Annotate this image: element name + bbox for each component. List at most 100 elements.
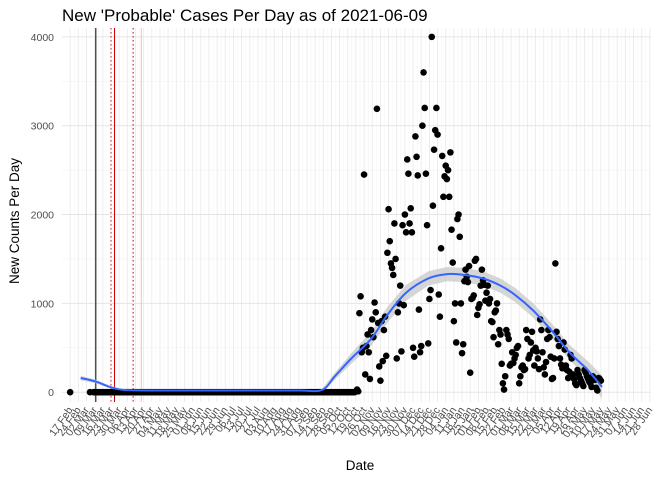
data-point (393, 355, 401, 362)
data-point (401, 211, 409, 218)
data-point (365, 348, 373, 356)
data-point (409, 344, 417, 352)
y-axis-tick-labels: 0 1000 2000 3000 4000 (31, 32, 55, 399)
data-point (470, 292, 478, 299)
data-point (497, 331, 504, 338)
data-point (564, 374, 572, 382)
data-point (396, 282, 404, 289)
data-point (406, 220, 413, 227)
data-point (483, 289, 490, 297)
data-point (367, 326, 375, 334)
data-point (440, 193, 447, 201)
data-point (534, 355, 542, 362)
data-point (398, 348, 405, 355)
data-point (550, 355, 558, 362)
data-point (546, 333, 553, 341)
data-point (522, 326, 530, 334)
data-point (448, 226, 455, 233)
data-point (423, 221, 431, 229)
data-point (452, 339, 460, 346)
data-point (437, 245, 445, 252)
data-point (500, 386, 508, 393)
data-point (408, 229, 416, 236)
y-tick-label: 4000 (31, 32, 55, 44)
data-point (450, 317, 458, 325)
smooth-confidence-band (80, 267, 602, 399)
data-point (501, 372, 509, 380)
data-point (429, 202, 437, 209)
data-point (478, 266, 486, 273)
data-point (375, 363, 383, 370)
data-point (405, 170, 412, 177)
data-point (433, 104, 440, 112)
data-point (403, 156, 411, 163)
data-point (436, 313, 444, 321)
data-point (407, 205, 415, 212)
data-point (86, 388, 94, 396)
data-point (435, 291, 443, 298)
data-point (549, 374, 557, 382)
data-point (512, 351, 520, 359)
data-point (494, 340, 502, 348)
chart-title: New 'Probable' Cases Per Day as of 2021-… (62, 6, 428, 25)
data-point (457, 300, 465, 307)
data-point (422, 170, 430, 177)
data-point (399, 221, 406, 229)
data-point (465, 262, 473, 270)
data-point (580, 382, 587, 390)
data-point (421, 104, 429, 112)
data-point (552, 260, 559, 267)
data-point (451, 300, 459, 307)
data-point (426, 295, 433, 303)
data-point (492, 307, 500, 314)
x-axis-title: Date (346, 458, 375, 473)
data-point (505, 335, 513, 343)
data-point (528, 328, 536, 336)
data-point (445, 193, 453, 201)
data-point (356, 309, 363, 317)
data-point (456, 233, 464, 241)
data-point (373, 105, 381, 113)
data-point (490, 333, 497, 341)
data-point (449, 259, 457, 266)
data-point (527, 339, 535, 346)
data-point (382, 352, 390, 360)
data-point (521, 365, 529, 373)
data-point (444, 166, 452, 174)
data-point (427, 286, 434, 294)
data-point (538, 326, 545, 334)
y-tick-label: 3000 (31, 121, 55, 133)
data-point (517, 372, 524, 380)
data-point (555, 342, 563, 350)
data-point (389, 271, 397, 279)
data-point (514, 342, 522, 350)
data-point (542, 358, 550, 366)
data-point (417, 342, 425, 350)
data-point (357, 292, 364, 300)
data-point (424, 340, 432, 347)
y-tick-label: 0 (48, 387, 54, 399)
data-point (484, 282, 492, 289)
data-point (419, 122, 426, 130)
data-point (388, 264, 396, 272)
y-axis-title: New Counts Per Day (7, 158, 22, 284)
data-point (379, 357, 387, 365)
data-point (392, 255, 399, 263)
data-point (459, 340, 467, 348)
data-point (556, 355, 564, 362)
data-point (364, 331, 371, 338)
data-point (458, 349, 466, 357)
data-point (541, 371, 549, 378)
data-point (377, 377, 384, 384)
data-point (371, 299, 378, 306)
data-point (354, 388, 362, 395)
data-point (438, 152, 446, 160)
data-point (594, 387, 601, 394)
reference-lines (95, 28, 142, 402)
data-point (380, 326, 388, 334)
data-point (360, 171, 368, 178)
data-point (466, 369, 474, 376)
smooth-trend-line (80, 272, 603, 393)
data-point (416, 348, 424, 356)
